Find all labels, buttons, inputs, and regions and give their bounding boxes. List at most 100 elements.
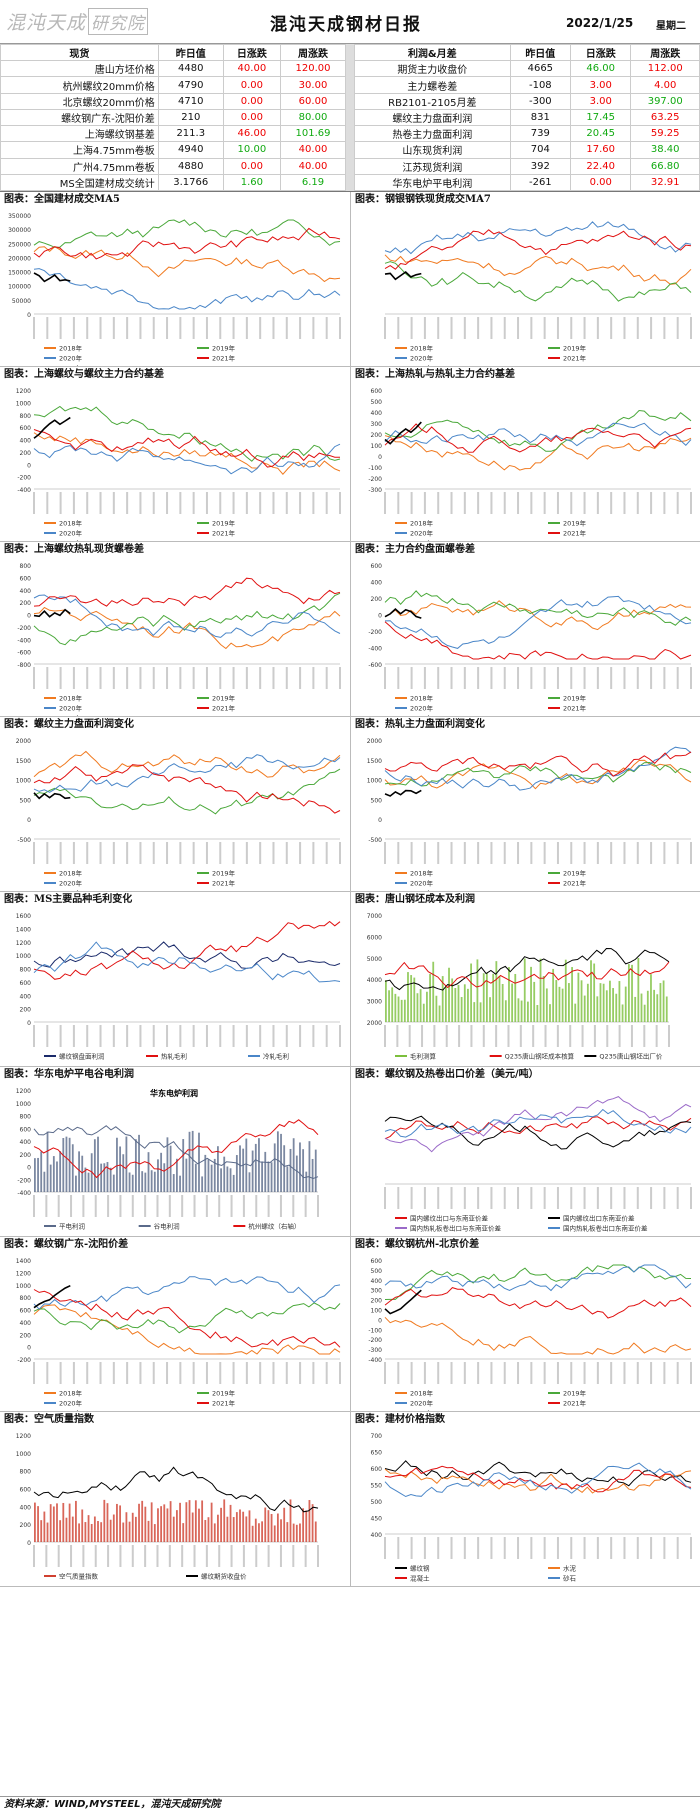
chart-bar bbox=[147, 1152, 150, 1192]
chart-bar bbox=[103, 1499, 106, 1542]
chart-bar bbox=[97, 1520, 99, 1542]
chart-bar bbox=[495, 961, 498, 1022]
legend-label: 2021年 bbox=[563, 879, 587, 888]
row-label: 螺纹主力盘面利润 bbox=[354, 108, 511, 127]
x-tick-mark bbox=[179, 317, 182, 339]
chart-title: 图表：华东电炉平电谷电利润 bbox=[4, 1069, 134, 1080]
x-tick-mark bbox=[232, 492, 235, 514]
chart-title: 图表：热轧主力盘面利润变化 bbox=[355, 719, 485, 730]
x-tick-mark bbox=[530, 842, 533, 864]
y-tick-label: 600 bbox=[20, 1487, 32, 1494]
chart-bar bbox=[539, 958, 542, 1022]
x-tick-mark bbox=[610, 1537, 613, 1559]
chart-bar bbox=[125, 1136, 128, 1192]
y-tick-label: -600 bbox=[368, 662, 382, 669]
chart-bar bbox=[429, 973, 431, 1022]
spot-table: 现货 昨日值 日涨跌 周涨跌 唐山方坯价格 4480 40.00 120.00 杭州螺纹20mm… bbox=[0, 43, 347, 192]
y-tick-label: 800 bbox=[20, 1469, 32, 1476]
chart-bar bbox=[568, 983, 570, 1022]
row-label: 期货主力收盘价 bbox=[354, 60, 511, 78]
chart-bar bbox=[116, 1503, 118, 1542]
chart-bar bbox=[160, 1152, 163, 1192]
x-tick-mark bbox=[690, 317, 692, 339]
y-tick-label: 300 bbox=[371, 421, 383, 428]
x-tick-mark bbox=[596, 492, 599, 514]
x-tick-mark bbox=[410, 1187, 413, 1209]
legend-label: 杭州螺纹（右轴） bbox=[248, 1222, 300, 1231]
x-tick-mark bbox=[192, 317, 195, 339]
chart-bar bbox=[665, 996, 668, 1022]
y-tick-label: 500 bbox=[371, 399, 383, 406]
chart-bar bbox=[78, 1523, 80, 1542]
chart-svg: 7000 6000 5000 4000 3000 2000 毛利测算 Q235唐山钢坯成本核算… bbox=[367, 913, 670, 1061]
x-tick-mark bbox=[33, 667, 35, 689]
x-tick-mark bbox=[384, 667, 386, 689]
chart-bar bbox=[163, 1163, 166, 1192]
x-tick-mark bbox=[397, 317, 400, 339]
chart-bar bbox=[545, 988, 548, 1022]
y-tick-label: -200 bbox=[368, 1337, 382, 1344]
chart-bar bbox=[555, 980, 558, 1022]
chart-bar bbox=[314, 1149, 317, 1192]
chart-bar bbox=[144, 1172, 147, 1192]
x-tick-mark bbox=[663, 842, 666, 864]
chart-row: 图表：全国建材成交MA5 350000 300000 250000 200000 1500… bbox=[0, 192, 700, 367]
chart-bar bbox=[498, 976, 501, 1022]
x-tick-mark bbox=[610, 492, 613, 514]
legend-label: 2019年 bbox=[563, 869, 587, 878]
chart-panel: 图表：MS主要品种毛利变化 1600 1400 1200 1000 800 600 400 20… bbox=[0, 892, 350, 1066]
chart-bar bbox=[166, 1137, 169, 1192]
chart-bar bbox=[217, 1146, 219, 1192]
x-tick-mark bbox=[556, 1025, 559, 1047]
chart-bar bbox=[157, 1159, 159, 1192]
x-tick-mark bbox=[99, 1362, 102, 1384]
x-tick-mark bbox=[569, 1025, 572, 1047]
chart-bar bbox=[62, 1138, 65, 1192]
y-tick-label: 300000 bbox=[8, 227, 31, 234]
chart-bar bbox=[37, 1506, 39, 1542]
table-row: 唐山方坯价格 4480 40.00 120.00 bbox=[0, 60, 347, 78]
x-tick-mark bbox=[570, 1187, 573, 1209]
x-tick-mark bbox=[423, 317, 426, 339]
x-tick-mark bbox=[623, 492, 626, 514]
row-label: RB2101-2105月差 bbox=[354, 92, 511, 110]
x-tick-mark bbox=[126, 1025, 129, 1047]
x-tick-mark bbox=[450, 492, 453, 514]
chart-bar bbox=[65, 1136, 68, 1192]
x-tick-mark bbox=[325, 492, 328, 514]
x-tick-mark bbox=[463, 1537, 466, 1559]
chart-grid: 图表：全国建材成交MA5 350000 300000 250000 200000 1500… bbox=[0, 192, 700, 1587]
x-tick-mark bbox=[33, 317, 35, 339]
y-tick-label: 1000 bbox=[16, 400, 31, 407]
series-line bbox=[33, 1284, 71, 1309]
series-line bbox=[33, 416, 71, 439]
x-tick-mark bbox=[463, 842, 466, 864]
chart-bar bbox=[210, 1164, 213, 1192]
x-tick-mark bbox=[339, 842, 341, 864]
x-tick-mark bbox=[384, 1362, 386, 1384]
chart-bar bbox=[583, 995, 586, 1022]
legend-label: 2019年 bbox=[212, 519, 236, 528]
x-tick-mark bbox=[166, 667, 169, 689]
x-tick-mark bbox=[126, 667, 129, 689]
chart-bar bbox=[492, 973, 495, 1022]
chart-bar bbox=[235, 1512, 238, 1542]
row-value: 101.69 bbox=[279, 125, 347, 143]
x-tick-mark bbox=[179, 1025, 182, 1047]
chart-panel: 图表：螺纹主力盘面利润变化 2000 1500 1000 500 0 -500 2018年 20… bbox=[0, 717, 350, 891]
chart-bar bbox=[508, 967, 510, 1022]
chart-bar bbox=[280, 1519, 282, 1542]
series-line bbox=[384, 746, 692, 791]
chart-bar bbox=[239, 1509, 241, 1542]
y-tick-label: 600 bbox=[20, 575, 32, 582]
x-tick-mark bbox=[152, 1025, 155, 1047]
series-line bbox=[33, 941, 341, 983]
row-label: 北京螺纹20mm价格 bbox=[0, 92, 159, 110]
y-tick-label: 2000 bbox=[367, 1020, 382, 1027]
x-tick-mark bbox=[179, 1362, 182, 1384]
x-tick-mark bbox=[325, 1362, 328, 1384]
series-line bbox=[33, 219, 341, 248]
chart-title: 图表：MS主要品种毛利变化 bbox=[4, 894, 133, 905]
